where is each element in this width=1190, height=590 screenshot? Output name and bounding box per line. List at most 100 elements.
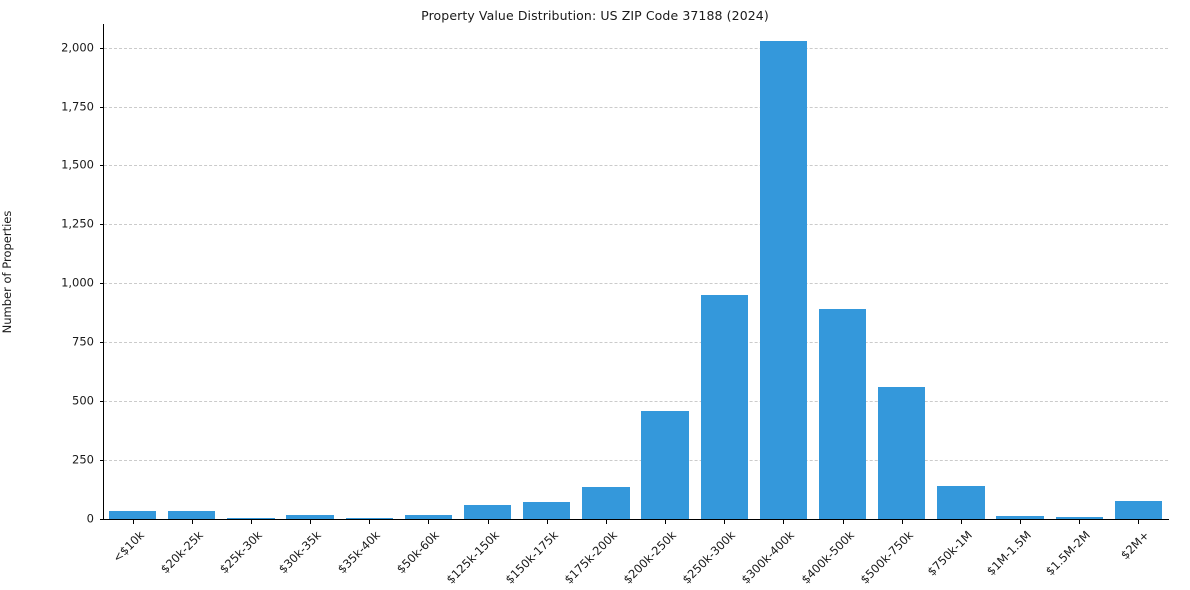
x-tick-label: $400k-500k [798,528,856,586]
y-tick-mark [99,47,104,49]
y-tick-label: 1,000 [61,275,94,290]
y-tick-label: 1,750 [61,98,94,113]
x-tick-label-text: $20k-25k [157,528,206,577]
bar [227,517,275,519]
x-tick-label: $250k-300k [680,528,738,586]
x-tick-label-text: $1.5M-2M [1043,528,1094,579]
x-tick-label: $1.5M-2M [1043,528,1093,578]
x-tick-label: $50k-60k [394,528,442,576]
y-axis-label-text: Number of Properties [0,210,14,334]
x-tick-label-text: <$10k [109,528,147,565]
x-tick-mark [428,520,430,524]
x-tick-label-text: $25k-30k [216,528,265,577]
x-tick-mark [842,520,844,524]
gridline [104,47,1168,50]
x-tick-label: $2M+ [1118,528,1152,562]
x-tick-label: $35k-40k [335,528,383,576]
y-tick-mark [99,283,104,285]
x-tick-label-text: $250k-300k [679,528,739,587]
x-tick-label-text: $35k-40k [335,528,384,577]
x-tick-mark [191,520,193,524]
y-tick-mark [99,342,104,344]
x-tick-label-text: $200k-250k [620,528,679,587]
x-tick-label-text: $125k-150k [443,528,502,587]
x-tick-mark [901,520,903,524]
x-tick-label-text: $300k-400k [738,528,798,587]
bar [818,309,867,519]
x-tick-label-text: $30k-35k [275,528,324,577]
gridline [104,342,1168,344]
gridline [104,401,1168,403]
x-tick-mark [132,520,134,524]
x-tick-label: $175k-200k [561,528,619,586]
x-tick-mark [665,520,667,524]
y-tick-label: 500 [72,393,94,408]
y-tick-label: 0 [86,511,94,526]
x-tick-label-text: $150k-175k [502,528,561,587]
y-tick-mark [99,106,104,108]
y-tick-mark [99,519,104,520]
bar [108,510,157,519]
x-tick-mark [605,520,607,524]
page-title: Property Value Distribution: US ZIP Code… [421,8,769,23]
x-tick-mark [724,520,726,524]
x-tick-label: $500k-750k [857,528,915,586]
y-tick-mark [99,401,104,403]
bar [168,511,216,519]
bar [937,486,985,519]
y-axis-label: Number of Properties [0,0,14,590]
x-tick-label: $1M-1.5M [984,528,1034,578]
x-axis-spine [103,519,1169,520]
x-tick-label-text: $50k-60k [394,528,443,577]
x-tick-mark [487,520,489,524]
x-tick-label-text: $750k-1M [924,528,975,579]
gridline [104,106,1168,109]
x-tick-mark [960,520,962,524]
bar [996,516,1044,519]
bar [404,515,453,519]
y-tick-label: 250 [72,452,94,467]
y-tick-mark [99,165,104,167]
x-tick-label: $20k-25k [158,528,206,576]
x-tick-label-text: $2M+ [1118,528,1153,563]
gridline [104,165,1168,167]
x-tick-label: $150k-175k [502,528,560,586]
y-tick-label: 1,500 [61,157,94,172]
bar [641,410,689,519]
x-tick-label-text: $175k-200k [561,528,620,587]
bar [700,295,748,519]
x-tick-label-text: $1M-1.5M [983,528,1034,579]
x-tick-label-text: $500k-750k [857,528,916,587]
x-tick-mark [546,520,548,524]
y-axis-spine [103,24,104,520]
bar [1114,501,1163,519]
y-tick-label: 2,000 [61,39,94,54]
y-tick-mark [99,460,104,462]
bar [523,501,571,519]
bar [1055,517,1103,519]
gridline [104,283,1168,285]
x-tick-label: $300k-400k [739,528,797,586]
bar [286,515,334,519]
gridline [104,460,1168,462]
x-tick-mark [1138,520,1140,524]
bar-series [103,24,1169,519]
x-tick-label: $750k-1M [924,528,974,578]
y-tick-label: 1,250 [61,216,94,231]
x-tick-label: $30k-35k [276,528,324,576]
x-tick-label-text: $400k-500k [798,528,857,587]
bar [878,387,926,519]
x-tick-mark [783,520,785,524]
x-tick-mark [1020,520,1022,524]
bar [582,486,630,519]
gridline [104,224,1168,226]
x-tick-mark [310,520,312,524]
x-tick-label: $25k-30k [217,528,265,576]
bar [463,505,512,519]
x-tick-label: $125k-150k [443,528,501,586]
x-tick-mark [250,520,252,524]
x-tick-label: <$10k [110,528,147,565]
bar [759,40,808,519]
y-tick-label: 750 [72,334,94,349]
